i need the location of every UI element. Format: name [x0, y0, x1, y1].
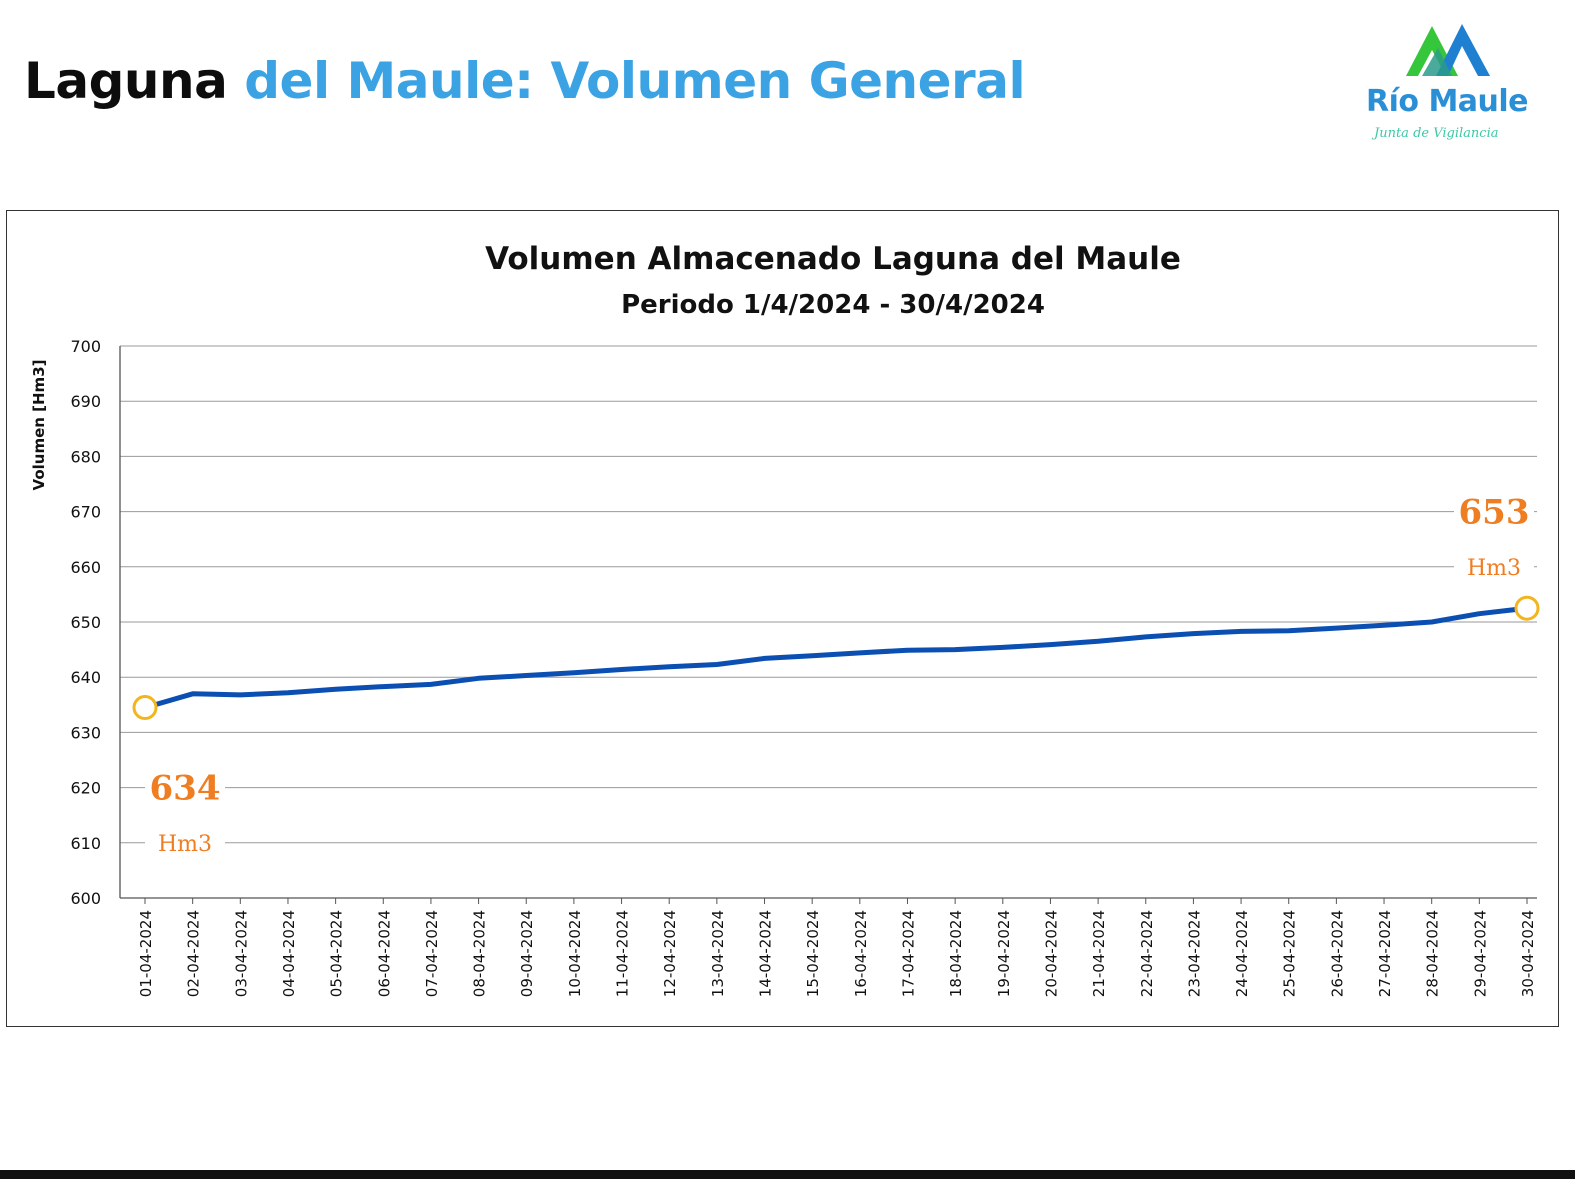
x-tick-label: 05-04-2024	[328, 910, 346, 997]
slide-title: Laguna del Maule: Volumen General	[24, 52, 1026, 110]
x-tick-label: 09-04-2024	[518, 910, 536, 997]
highlight-marker	[1514, 595, 1540, 621]
x-tick-label: 23-04-2024	[1185, 910, 1203, 997]
x-tick-label: 03-04-2024	[232, 910, 250, 997]
y-tick-label: 620	[70, 779, 101, 798]
annotation-value: 634	[150, 769, 221, 809]
x-tick-label: 04-04-2024	[280, 910, 298, 997]
annotation-background	[1454, 487, 1534, 574]
volume-line-chart: Volumen Almacenado Laguna del Maule Peri…	[30, 241, 1540, 997]
x-tick-label: 17-04-2024	[899, 910, 917, 997]
x-tick-label: 16-04-2024	[852, 910, 870, 997]
y-tick-label: 630	[70, 723, 101, 742]
annotation-unit: Hm3	[158, 832, 212, 857]
x-tick-label: 19-04-2024	[995, 910, 1013, 997]
x-tick-label: 12-04-2024	[661, 910, 679, 997]
y-tick-label: 700	[70, 337, 101, 356]
x-tick-label: 14-04-2024	[757, 910, 775, 997]
x-tick-label: 08-04-2024	[471, 910, 489, 997]
x-tick-label: 13-04-2024	[709, 910, 727, 997]
x-tick-label: 10-04-2024	[566, 910, 584, 997]
slide-title-part1: Laguna	[24, 52, 228, 110]
x-tick-label: 22-04-2024	[1138, 910, 1156, 997]
y-axis-label: Volumen [Hm3]	[30, 360, 48, 491]
x-tick-label: 26-04-2024	[1328, 910, 1346, 997]
slide-title-part2: del Maule: Volumen General	[244, 52, 1026, 110]
x-tick-label: 18-04-2024	[947, 910, 965, 997]
bottom-border	[0, 1170, 1575, 1179]
x-tick-label: 21-04-2024	[1090, 910, 1108, 997]
x-tick-label: 07-04-2024	[423, 910, 441, 997]
chart-subtitle: Periodo 1/4/2024 - 30/4/2024	[621, 290, 1045, 320]
x-tick-label: 01-04-2024	[137, 910, 155, 997]
series-line	[142, 605, 1530, 711]
chart-title: Volumen Almacenado Laguna del Maule	[485, 241, 1181, 277]
y-tick-label: 650	[70, 613, 101, 632]
y-tick-label: 680	[70, 447, 101, 466]
x-tick-label: 15-04-2024	[804, 910, 822, 997]
x-tick-label: 27-04-2024	[1376, 910, 1394, 997]
y-tick-label: 660	[70, 558, 101, 577]
y-tick-label: 690	[70, 392, 101, 411]
x-tick-label: 28-04-2024	[1424, 910, 1442, 997]
y-tick-label: 600	[70, 889, 101, 908]
x-tick-label: 30-04-2024	[1519, 910, 1537, 997]
annotation-background	[145, 763, 225, 850]
annotation-value: 653	[1459, 493, 1530, 533]
x-tick-label: 06-04-2024	[375, 910, 393, 997]
mountain-logo-icon	[1406, 24, 1490, 76]
logo-name: Río Maule	[1366, 84, 1529, 119]
annotation-unit: Hm3	[1467, 556, 1521, 581]
rio-maule-logo: Río Maule Junta de Vigilancia	[1360, 18, 1540, 153]
y-tick-label: 610	[70, 834, 101, 853]
logo-tagline: Junta de Vigilancia	[1374, 126, 1499, 141]
y-tick-label: 640	[70, 668, 101, 687]
x-tick-label: 20-04-2024	[1042, 910, 1060, 997]
chart-frame: Volumen Almacenado Laguna del Maule Peri…	[6, 210, 1559, 1027]
x-tick-label: 29-04-2024	[1471, 910, 1489, 997]
x-tick-label: 25-04-2024	[1281, 910, 1299, 997]
x-tick-label: 24-04-2024	[1233, 910, 1251, 997]
highlight-marker	[132, 695, 158, 721]
x-tick-label: 11-04-2024	[614, 910, 632, 997]
x-tick-label: 02-04-2024	[185, 910, 203, 997]
y-tick-label: 670	[70, 503, 101, 522]
